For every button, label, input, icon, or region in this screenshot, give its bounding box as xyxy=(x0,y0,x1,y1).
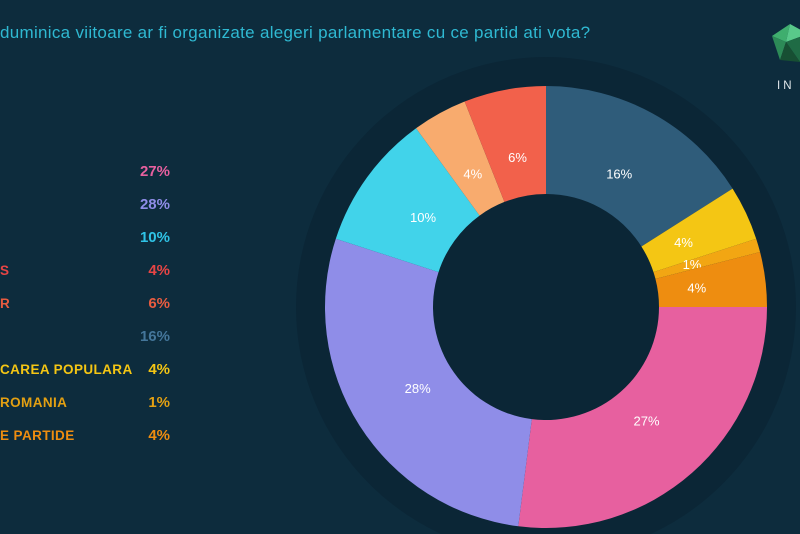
legend-item-value: 1% xyxy=(148,394,170,411)
legend-item: 28% xyxy=(0,188,170,221)
legend-item-value: 4% xyxy=(148,427,170,444)
legend-item-value: 4% xyxy=(148,262,170,279)
legend-item-label: CAREA POPULARA xyxy=(0,362,133,377)
legend-item: ROMANIA 1% xyxy=(0,386,170,419)
donut-segment xyxy=(641,188,757,273)
legend-item-value: 4% xyxy=(148,361,170,378)
donut-segment xyxy=(335,128,480,273)
donut-segment-label: 28% xyxy=(405,381,431,396)
logo-gem-icon xyxy=(772,24,800,62)
donut-segment-label: 16% xyxy=(606,166,632,181)
donut-segment-label: 27% xyxy=(634,414,660,429)
legend-item-value: 27% xyxy=(139,163,170,180)
donut-segment xyxy=(518,307,767,528)
donut-segment xyxy=(546,86,733,247)
donut-segment xyxy=(416,101,505,216)
donut-segment xyxy=(653,238,761,279)
legend: 27% 28% 10% S 4% R 6% 16% CAREA POPULARA 4% ROMANI… xyxy=(0,155,170,452)
legend-item: R 6% xyxy=(0,287,170,320)
legend-item: E PARTIDE 4% xyxy=(0,419,170,452)
legend-item-value: 16% xyxy=(139,328,170,345)
donut-segment xyxy=(325,238,532,527)
donut-segment-label: 6% xyxy=(508,150,527,165)
legend-item-value: 6% xyxy=(148,295,170,312)
donut-segment-label: 4% xyxy=(687,280,706,295)
legend-item-label: S xyxy=(0,263,10,278)
donut-segment-label: 4% xyxy=(674,235,693,250)
legend-item-label: E PARTIDE xyxy=(0,428,75,443)
donut-segment xyxy=(464,86,546,202)
legend-item-value: 28% xyxy=(139,196,170,213)
donut-segment-label: 10% xyxy=(410,210,436,225)
logo-text: IN xyxy=(777,80,795,92)
donut-segment xyxy=(655,252,767,307)
legend-item-label: ROMANIA xyxy=(0,395,68,410)
poll-question-title: duminica viitoare ar fi organizate alege… xyxy=(0,23,591,42)
legend-item: CAREA POPULARA 4% xyxy=(0,353,170,386)
legend-item: 27% xyxy=(0,155,170,188)
legend-item-value: 10% xyxy=(139,229,170,246)
legend-item: S 4% xyxy=(0,254,170,287)
legend-item-label: R xyxy=(0,296,11,311)
legend-item: 16% xyxy=(0,320,170,353)
donut-segment-label: 4% xyxy=(463,166,482,181)
legend-item: 10% xyxy=(0,221,170,254)
logo: IN xyxy=(770,22,800,92)
